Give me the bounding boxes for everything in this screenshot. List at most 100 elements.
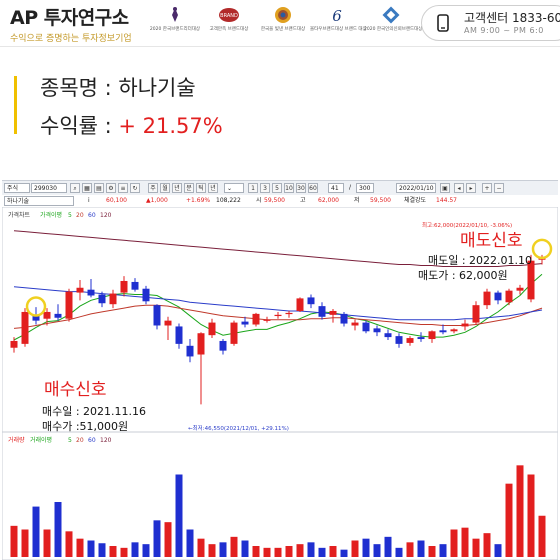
candle bbox=[186, 339, 194, 363]
change-rate: +1.69% bbox=[186, 197, 211, 204]
candle bbox=[505, 288, 513, 306]
price-legend: 가격차트 가격이평 5 20 60 120 bbox=[8, 211, 112, 219]
date-input[interactable]: 2022/01/10 bbox=[396, 183, 436, 193]
candle-body bbox=[197, 333, 205, 355]
award-text: 올타우브랜드대상 브랜드 대상 bbox=[310, 27, 367, 32]
candle bbox=[65, 288, 73, 322]
candle-body bbox=[120, 280, 128, 293]
count-separator: / bbox=[349, 184, 352, 191]
total-input[interactable]: 300 bbox=[356, 183, 374, 193]
site-header: AP 투자연구소 수익으로 증명하는 투자정보기업 2020 한국브랜드리더대상… bbox=[0, 0, 560, 47]
award-text: 2020 한국인의신뢰브랜드대상 bbox=[364, 27, 423, 32]
ma-line-20 bbox=[13, 304, 543, 329]
chart-icon[interactable]: ▤ bbox=[94, 183, 104, 193]
candle bbox=[296, 297, 304, 312]
period-tick-button[interactable]: 틱 bbox=[196, 183, 206, 193]
volume-bar bbox=[274, 547, 282, 557]
volume-bar bbox=[197, 538, 205, 557]
period-minute-button[interactable]: 분 bbox=[184, 183, 194, 193]
interval-60-button[interactable]: 60 bbox=[308, 183, 318, 193]
volume-bar bbox=[340, 549, 348, 557]
volume-bar bbox=[10, 525, 18, 557]
legend-price-chart: 가격차트 bbox=[8, 211, 31, 219]
volume-bar bbox=[32, 506, 40, 557]
candle-body bbox=[483, 291, 491, 306]
candle bbox=[263, 316, 271, 323]
volume-bar bbox=[461, 527, 469, 557]
current-price: 60,100 bbox=[106, 197, 127, 204]
count-input[interactable]: 41 bbox=[328, 183, 344, 193]
volume-bar bbox=[87, 540, 95, 557]
period-month-button[interactable]: 년 bbox=[172, 183, 182, 193]
candle bbox=[153, 304, 161, 330]
candle-body bbox=[329, 310, 337, 315]
candle bbox=[494, 290, 502, 305]
interval-1-button[interactable]: 1 bbox=[248, 183, 258, 193]
search-icon[interactable]: ⌕ bbox=[70, 183, 80, 193]
stock-chart[interactable]: 가격차트 가격이평 5 20 60 120 거래량 거래이평 5 20 60 1… bbox=[2, 207, 558, 560]
volume-bar bbox=[417, 540, 425, 557]
stock-code-input[interactable]: 299030 bbox=[31, 183, 67, 193]
candle-body bbox=[285, 312, 293, 315]
sell-label-bg bbox=[458, 229, 530, 249]
return-line: 수익률 : + 21.57% bbox=[40, 110, 223, 140]
candles bbox=[10, 254, 546, 405]
stock-name-field[interactable]: 하나기술 bbox=[4, 196, 74, 206]
volume-bar bbox=[153, 520, 161, 557]
candle bbox=[318, 302, 326, 320]
legend-ma-60: 60 bbox=[88, 212, 96, 219]
info-icon[interactable]: i bbox=[88, 197, 90, 204]
volume-bar bbox=[472, 538, 480, 557]
interval-30-button[interactable]: 30 bbox=[296, 183, 306, 193]
svg-text:BRAND: BRAND bbox=[220, 13, 238, 19]
volume-bar bbox=[406, 542, 414, 557]
candle-body bbox=[76, 287, 84, 293]
interval-select[interactable]: ⌄ bbox=[224, 183, 244, 193]
volume-bar bbox=[76, 538, 84, 557]
volume-bar bbox=[384, 536, 392, 557]
sell-signal-marker bbox=[531, 238, 553, 260]
volume-bar bbox=[450, 529, 458, 557]
candle bbox=[54, 304, 62, 321]
brand-logo[interactable]: AP 투자연구소 수익으로 증명하는 투자정보기업 bbox=[10, 3, 132, 44]
volume-bar bbox=[175, 474, 183, 557]
grid-icon[interactable]: ▦ bbox=[82, 183, 92, 193]
list-icon[interactable]: ≡ bbox=[118, 183, 128, 193]
low-value: 59,500 bbox=[370, 197, 391, 204]
next-icon[interactable]: ▸ bbox=[466, 183, 476, 193]
market-select[interactable]: 주식 bbox=[4, 183, 30, 193]
candle bbox=[428, 330, 436, 343]
legend-vol-ma-120: 120 bbox=[100, 437, 112, 444]
chart-toolbar: 주식 299030 ⌕ ▦ ▤ ⚙ ≡ ↻ 주 월 년 분 틱 년 ⌄ 1 3 … bbox=[2, 180, 558, 197]
interval-5-button[interactable]: 5 bbox=[272, 183, 282, 193]
interval-3-button[interactable]: 3 bbox=[260, 183, 270, 193]
trust-award-icon: 2020 한국인의신뢰브랜드대상 bbox=[364, 6, 423, 40]
volume-bar bbox=[318, 547, 326, 557]
settings-icon[interactable]: ⚙ bbox=[106, 183, 116, 193]
volume-bar bbox=[329, 546, 337, 557]
candle bbox=[417, 332, 425, 342]
buy-date: 매수일 : 2021.11.16 bbox=[42, 404, 146, 418]
candle bbox=[197, 332, 205, 405]
candle bbox=[219, 339, 227, 355]
six-logo-icon: 6 올타우브랜드대상 브랜드 대상 bbox=[310, 6, 367, 40]
zoom-out-icon[interactable]: − bbox=[494, 183, 504, 193]
price-change: ▲1,000 bbox=[146, 197, 168, 204]
refresh-icon[interactable]: ↻ bbox=[130, 183, 140, 193]
legend-vol-ma-5: 5 bbox=[68, 437, 72, 444]
candle-body bbox=[21, 311, 29, 344]
period-year-button[interactable]: 년 bbox=[208, 183, 218, 193]
interval-10-button[interactable]: 10 bbox=[284, 183, 294, 193]
customer-center-button[interactable]: 고객센터 1833-60 AM 9:00 ~ PM 6:0 bbox=[421, 5, 560, 41]
prev-icon[interactable]: ◂ bbox=[454, 183, 464, 193]
calendar-icon[interactable]: ▣ bbox=[440, 183, 450, 193]
period-week-button[interactable]: 월 bbox=[160, 183, 170, 193]
candle-body bbox=[164, 320, 172, 326]
zoom-in-icon[interactable]: + bbox=[482, 183, 492, 193]
svg-text:6: 6 bbox=[332, 7, 342, 24]
period-day-button[interactable]: 주 bbox=[148, 183, 158, 193]
volume-bar bbox=[120, 547, 128, 557]
candle bbox=[307, 294, 315, 309]
candle bbox=[450, 328, 458, 334]
candle-body bbox=[219, 340, 227, 351]
